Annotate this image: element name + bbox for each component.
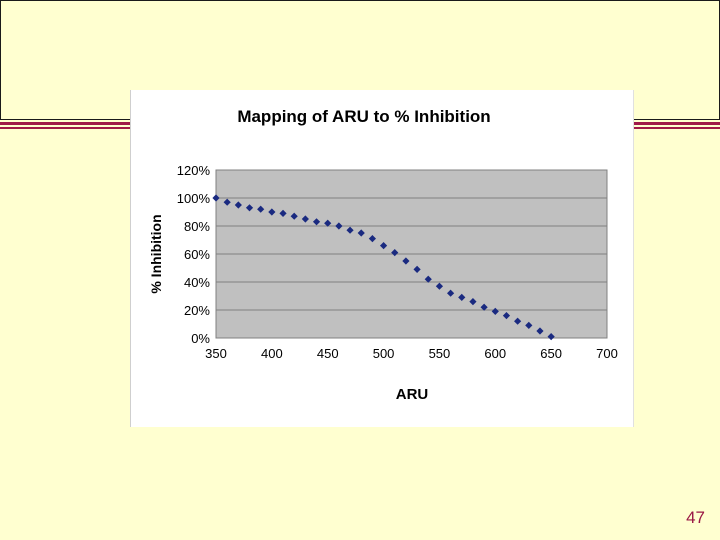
data-point xyxy=(312,218,321,226)
x-axis-label: ARU xyxy=(396,386,429,403)
scatter-chart: Mapping of ARU to % Inhibition 0% 20% 40% 6… xyxy=(148,107,618,403)
data-point xyxy=(234,201,242,209)
data-point xyxy=(424,275,432,283)
x-tick-label: 500 xyxy=(373,346,395,361)
x-tick-label: 700 xyxy=(596,346,618,361)
y-tick-label: 120% xyxy=(177,163,211,178)
data-point xyxy=(514,317,522,325)
data-point xyxy=(379,242,388,250)
y-tick-label: 100% xyxy=(177,191,211,206)
y-tick-label: 40% xyxy=(184,275,210,290)
data-point xyxy=(290,212,298,220)
x-axis-ticks: 350 400 450 500 550 600 650 700 xyxy=(205,346,618,361)
data-point xyxy=(435,282,444,290)
x-tick-label: 600 xyxy=(484,346,506,361)
data-point xyxy=(212,194,220,202)
y-tick-label: 80% xyxy=(184,219,210,234)
y-tick-label: 20% xyxy=(184,303,210,318)
x-tick-label: 550 xyxy=(429,346,451,361)
data-point xyxy=(402,257,410,265)
data-point xyxy=(268,208,276,216)
slide-number: 47 xyxy=(686,508,705,527)
data-point xyxy=(324,219,332,227)
data-point xyxy=(279,209,287,217)
data-point xyxy=(547,333,555,341)
data-point xyxy=(223,198,231,206)
data-point xyxy=(536,327,544,335)
gridlines xyxy=(216,197,607,311)
y-tick-label: 0% xyxy=(191,331,210,346)
data-point xyxy=(346,226,354,234)
y-axis-label: % Inhibition xyxy=(148,214,164,293)
x-tick-label: 650 xyxy=(540,346,562,361)
data-point xyxy=(480,303,488,311)
y-tick-label: 60% xyxy=(184,247,210,262)
data-point xyxy=(357,229,365,237)
x-tick-label: 350 xyxy=(205,346,227,361)
x-tick-label: 400 xyxy=(261,346,283,361)
data-point xyxy=(245,204,254,212)
data-point xyxy=(447,289,455,297)
y-axis-ticks: 0% 20% 40% 60% 80% 100% 120% xyxy=(177,163,211,346)
chart-panel: Mapping of ARU to % Inhibition 0% 20% 40% 6… xyxy=(130,90,634,427)
chart-title: Mapping of ARU to % Inhibition xyxy=(237,107,490,126)
x-tick-label: 450 xyxy=(317,346,339,361)
data-point xyxy=(391,249,399,257)
